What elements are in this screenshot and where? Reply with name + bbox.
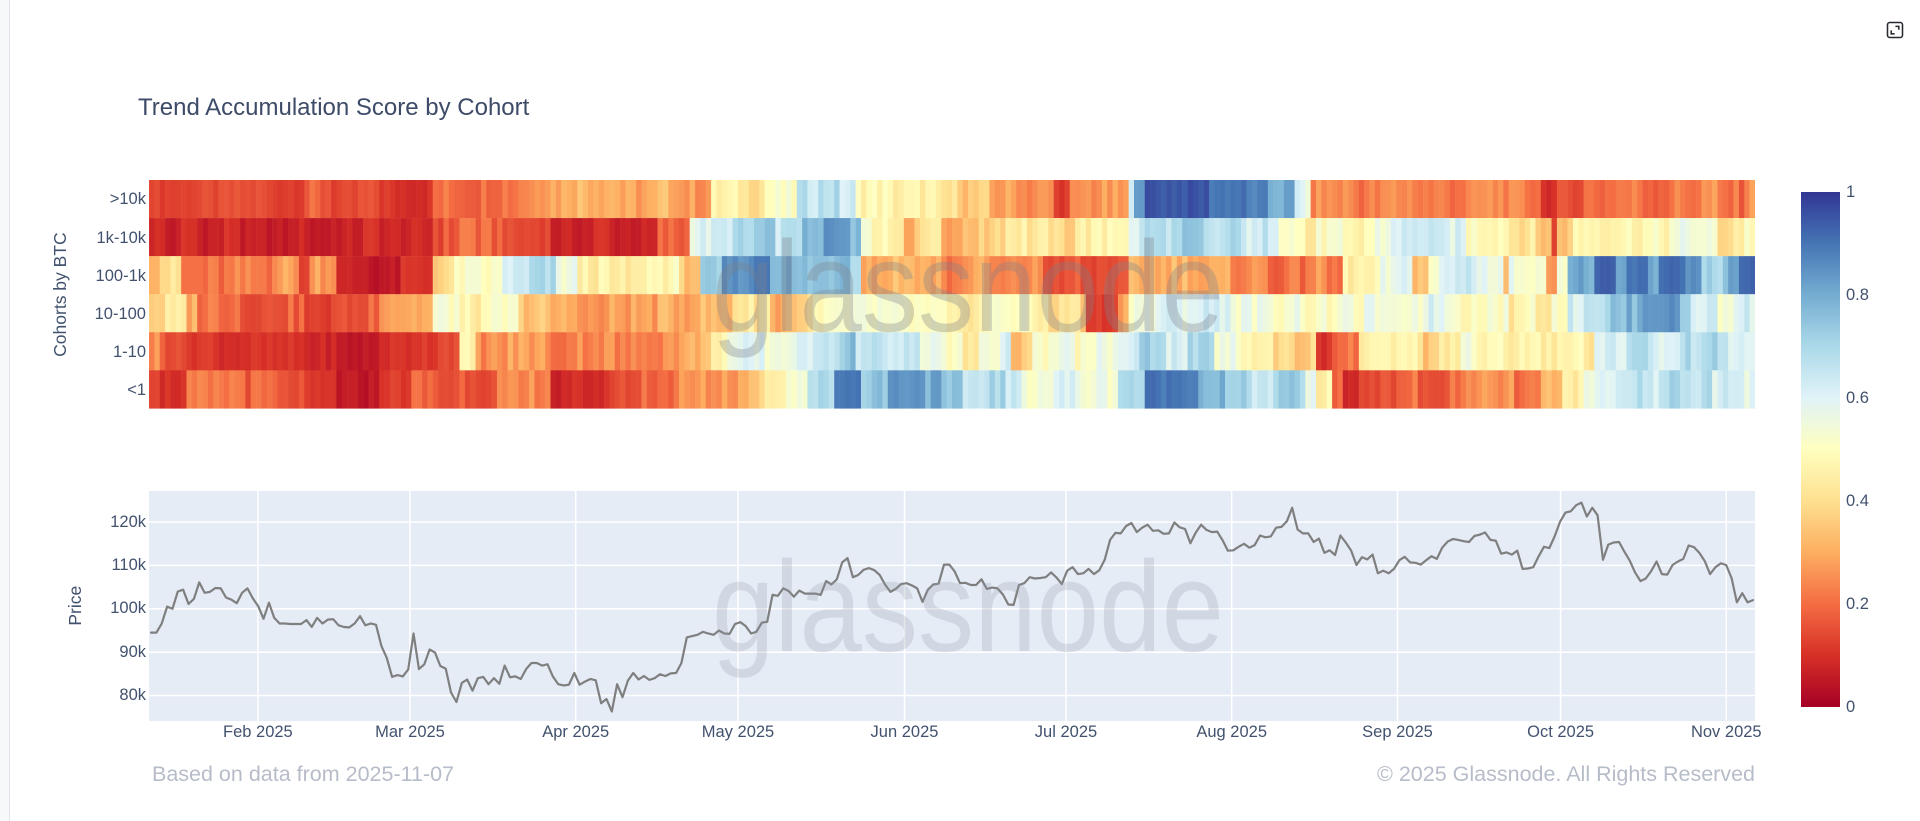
svg-text:glassnode: glassnode: [712, 535, 1224, 679]
svg-text:Price: Price: [65, 586, 85, 626]
svg-text:glassnode: glassnode: [712, 215, 1224, 359]
svg-text:Cohorts by BTC: Cohorts by BTC: [50, 232, 70, 356]
